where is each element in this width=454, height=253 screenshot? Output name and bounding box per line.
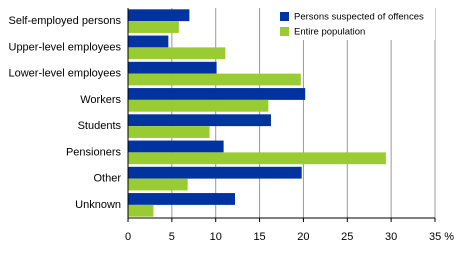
bar [128,35,169,48]
y-tick-label: Upper-level employees [9,41,122,53]
x-tick-label: 5 [169,231,175,243]
x-tick-label: 35 % [429,231,454,243]
bar [128,47,226,60]
x-tick-label: 0 [125,231,131,243]
bar [128,193,236,205]
legend-box [275,8,435,40]
bar [128,61,217,74]
y-tick-label: Unknown [75,199,121,211]
y-tick-label: Other [93,173,121,185]
legend-swatch [280,12,289,21]
y-tick-label: Self-employed persons [8,15,121,27]
bar [128,166,302,179]
legend-label: Persons suspected of offences [294,12,424,23]
legend-swatch [280,27,289,36]
x-tick-label: 20 [297,231,309,243]
y-tick-label: Workers [80,94,121,106]
x-tick-label: 15 [253,231,265,243]
y-tick-label: Students [78,120,122,132]
bar [128,21,179,33]
legend-label: Entire population [294,27,365,38]
x-tick-label: 10 [210,231,222,243]
bar [128,9,190,22]
x-tick-label: 25 [341,231,353,243]
bar [128,204,154,217]
bar [128,73,301,86]
y-tick-label: Pensioners [66,146,122,158]
bar [128,126,210,138]
bar [128,140,224,153]
bar [128,178,188,191]
bar [128,99,269,112]
bar [128,88,306,100]
bar [128,152,386,165]
x-tick-label: 30 [385,231,397,243]
bar [128,114,271,127]
y-tick-label: Lower-level employees [9,68,122,80]
